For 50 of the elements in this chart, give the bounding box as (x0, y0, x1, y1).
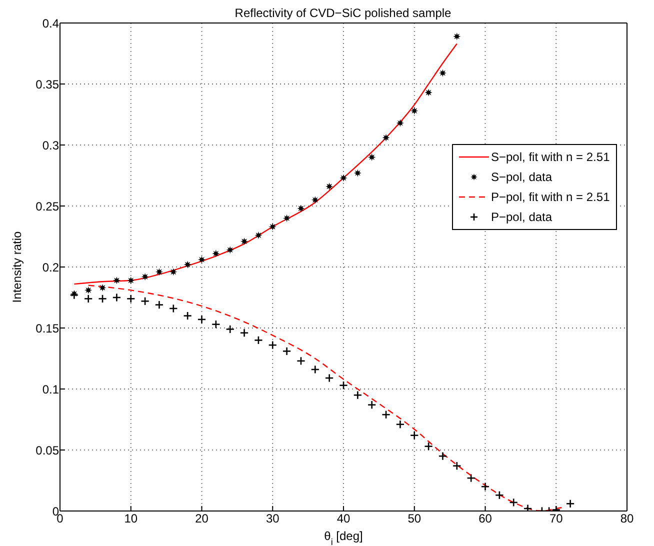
legend-label: P−pol, data (491, 209, 552, 226)
point (170, 268, 178, 276)
point (326, 182, 334, 190)
legend-label: P−pol, fit with n = 2.51 (491, 189, 610, 206)
point (368, 153, 376, 161)
point (410, 107, 418, 115)
point (382, 134, 390, 142)
y-tick-label: 0.35 (36, 77, 60, 92)
point (240, 238, 248, 246)
y-tick-label: 0.3 (42, 138, 60, 152)
point (311, 196, 319, 204)
point (98, 284, 106, 292)
x-tick-label: 70 (549, 512, 564, 526)
point (268, 222, 276, 231)
y-tick-label: 0.25 (36, 199, 60, 214)
point (212, 250, 220, 258)
x-tick-label: 40 (336, 512, 350, 526)
y-tick-label: 0.15 (36, 321, 60, 336)
point (141, 272, 149, 281)
x-tick-label: 50 (408, 512, 422, 526)
x-tick-label: 30 (266, 512, 280, 526)
point (283, 214, 291, 222)
point (424, 88, 432, 96)
point (226, 246, 234, 254)
y-tick-label: 0.2 (42, 260, 60, 274)
point (254, 231, 262, 240)
x-tick-label: 10 (124, 512, 138, 526)
y-tick-label: 0.1 (42, 382, 60, 396)
point (438, 69, 447, 77)
point (453, 32, 461, 40)
y-tick-label: 0.05 (36, 443, 60, 458)
legend-label: S−pol, data (491, 169, 552, 186)
point (84, 286, 92, 294)
point (354, 169, 362, 177)
x-tick-label: 80 (620, 512, 634, 526)
x-axis-title: θ$_{i}$ [deg] (324, 529, 363, 546)
x-tick-label: 60 (478, 512, 492, 526)
chart-title: Reflectivity of CVD−SiC polished sample (234, 6, 452, 20)
point (127, 276, 135, 284)
point (198, 256, 206, 264)
point (155, 268, 164, 276)
point (396, 119, 404, 127)
x-tick-label: 20 (195, 512, 209, 526)
y-tick-label: 0.4 (42, 16, 60, 30)
point (112, 276, 120, 284)
legend-label: S−pol, fit with n = 2.51 (491, 149, 610, 166)
point (184, 260, 192, 268)
point (340, 174, 348, 182)
y-axis-title: Intensity ratio (10, 230, 24, 303)
point (297, 204, 305, 212)
